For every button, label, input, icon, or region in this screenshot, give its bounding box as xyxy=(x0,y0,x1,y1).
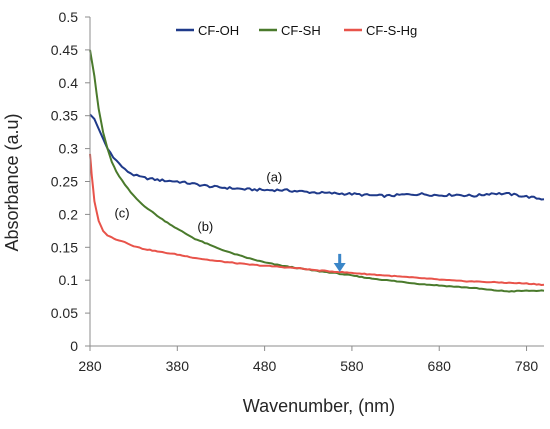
legend-label: CF-S-Hg xyxy=(366,23,417,38)
x-tick-label: 580 xyxy=(340,358,364,374)
arrow-down-icon xyxy=(333,262,346,272)
y-tick-label: 0 xyxy=(70,338,78,354)
x-axis-title: Wavenumber, (nm) xyxy=(243,396,395,416)
y-tick-label: 0.35 xyxy=(51,108,78,124)
curve-label: (b) xyxy=(197,219,213,234)
y-tick-labels: 0 0.05 0.1 0.15 0.2 0.25 0.3 0.35 0.4 0.45 0.5 xyxy=(51,9,90,354)
series-line-cf-oh xyxy=(89,113,545,201)
y-tick-label: 0.1 xyxy=(59,272,79,288)
annotation-layer: (a) (b) (c) xyxy=(114,170,346,272)
y-tick-label: 0.5 xyxy=(59,9,79,25)
curve-label: (a) xyxy=(266,170,282,185)
y-tick-label: 0.2 xyxy=(59,206,79,222)
y-tick-label: 0.3 xyxy=(59,141,79,157)
y-tick-label: 0.15 xyxy=(51,239,78,255)
axes xyxy=(89,17,544,347)
curve-label: (c) xyxy=(114,206,129,221)
series-line-cf-sh xyxy=(89,49,545,293)
series-layer xyxy=(89,49,545,293)
legend-label: CF-SH xyxy=(281,23,321,38)
x-tick-label: 280 xyxy=(78,358,102,374)
x-tick-label: 480 xyxy=(253,358,277,374)
legend-label: CF-OH xyxy=(198,23,239,38)
x-tick-label: 380 xyxy=(166,358,190,374)
y-axis-title: Absorbance (a.u) xyxy=(2,113,22,251)
x-tick-label: 780 xyxy=(515,358,539,374)
legend: CF-OH CF-SH CF-S-Hg xyxy=(176,23,417,38)
y-tick-label: 0.05 xyxy=(51,305,78,321)
y-tick-label: 0.4 xyxy=(59,75,79,91)
y-tick-label: 0.25 xyxy=(51,174,78,190)
x-tick-label: 680 xyxy=(428,358,452,374)
y-tick-label: 0.45 xyxy=(51,42,78,58)
series-line-cf-s-hg xyxy=(89,153,545,286)
x-tick-labels: 280 380 480 580 680 780 xyxy=(78,346,538,374)
